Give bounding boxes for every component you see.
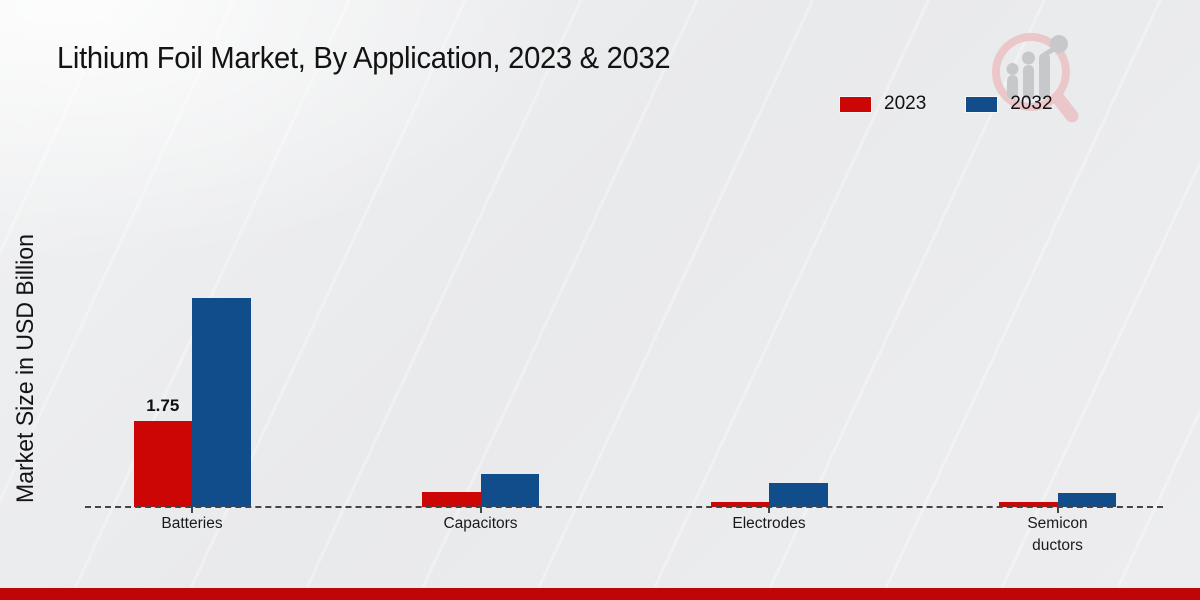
- legend-item-2032: 2032: [966, 93, 1053, 115]
- legend-label-2032: 2032: [1010, 93, 1053, 114]
- legend-item-2023: 2023: [840, 93, 926, 115]
- magnifier-growth-chart-logo: [992, 33, 1079, 123]
- footer-accent-bar: [0, 588, 1200, 600]
- bar-2023-semiconductors: [999, 502, 1058, 507]
- bar-2023-batteries: [133, 421, 192, 507]
- chart-title: Lithium Foil Market, By Application, 202…: [57, 40, 671, 75]
- bar-2032-capacitors: [480, 474, 539, 507]
- legend-swatch-2032: [966, 96, 998, 112]
- legend-swatch-2023: [840, 96, 871, 112]
- bar-2032-batteries: [192, 298, 251, 507]
- category-label-semiconductors: Semicon ductors: [1027, 515, 1088, 554]
- x-tick-electrodes: [768, 507, 770, 513]
- category-label-electrodes: Electrodes: [732, 515, 806, 532]
- x-tick-semiconductors: [1056, 507, 1059, 513]
- bar-2023-electrodes: [710, 502, 769, 507]
- legend: 2023 2032: [840, 93, 1053, 115]
- category-label-batteries: Batteries: [161, 515, 223, 532]
- bar-2032-electrodes: [769, 482, 828, 507]
- x-tick-batteries: [191, 507, 193, 513]
- bar-2023-capacitors: [422, 492, 481, 507]
- x-tick-capacitors: [479, 507, 482, 513]
- bar-value-label: 1.75: [146, 396, 180, 415]
- bar-2032-semiconductors: [1057, 493, 1116, 507]
- legend-label-2023: 2023: [884, 93, 927, 114]
- x-axis-baseline: [85, 506, 1163, 508]
- category-label-capacitors: Capacitors: [443, 515, 518, 532]
